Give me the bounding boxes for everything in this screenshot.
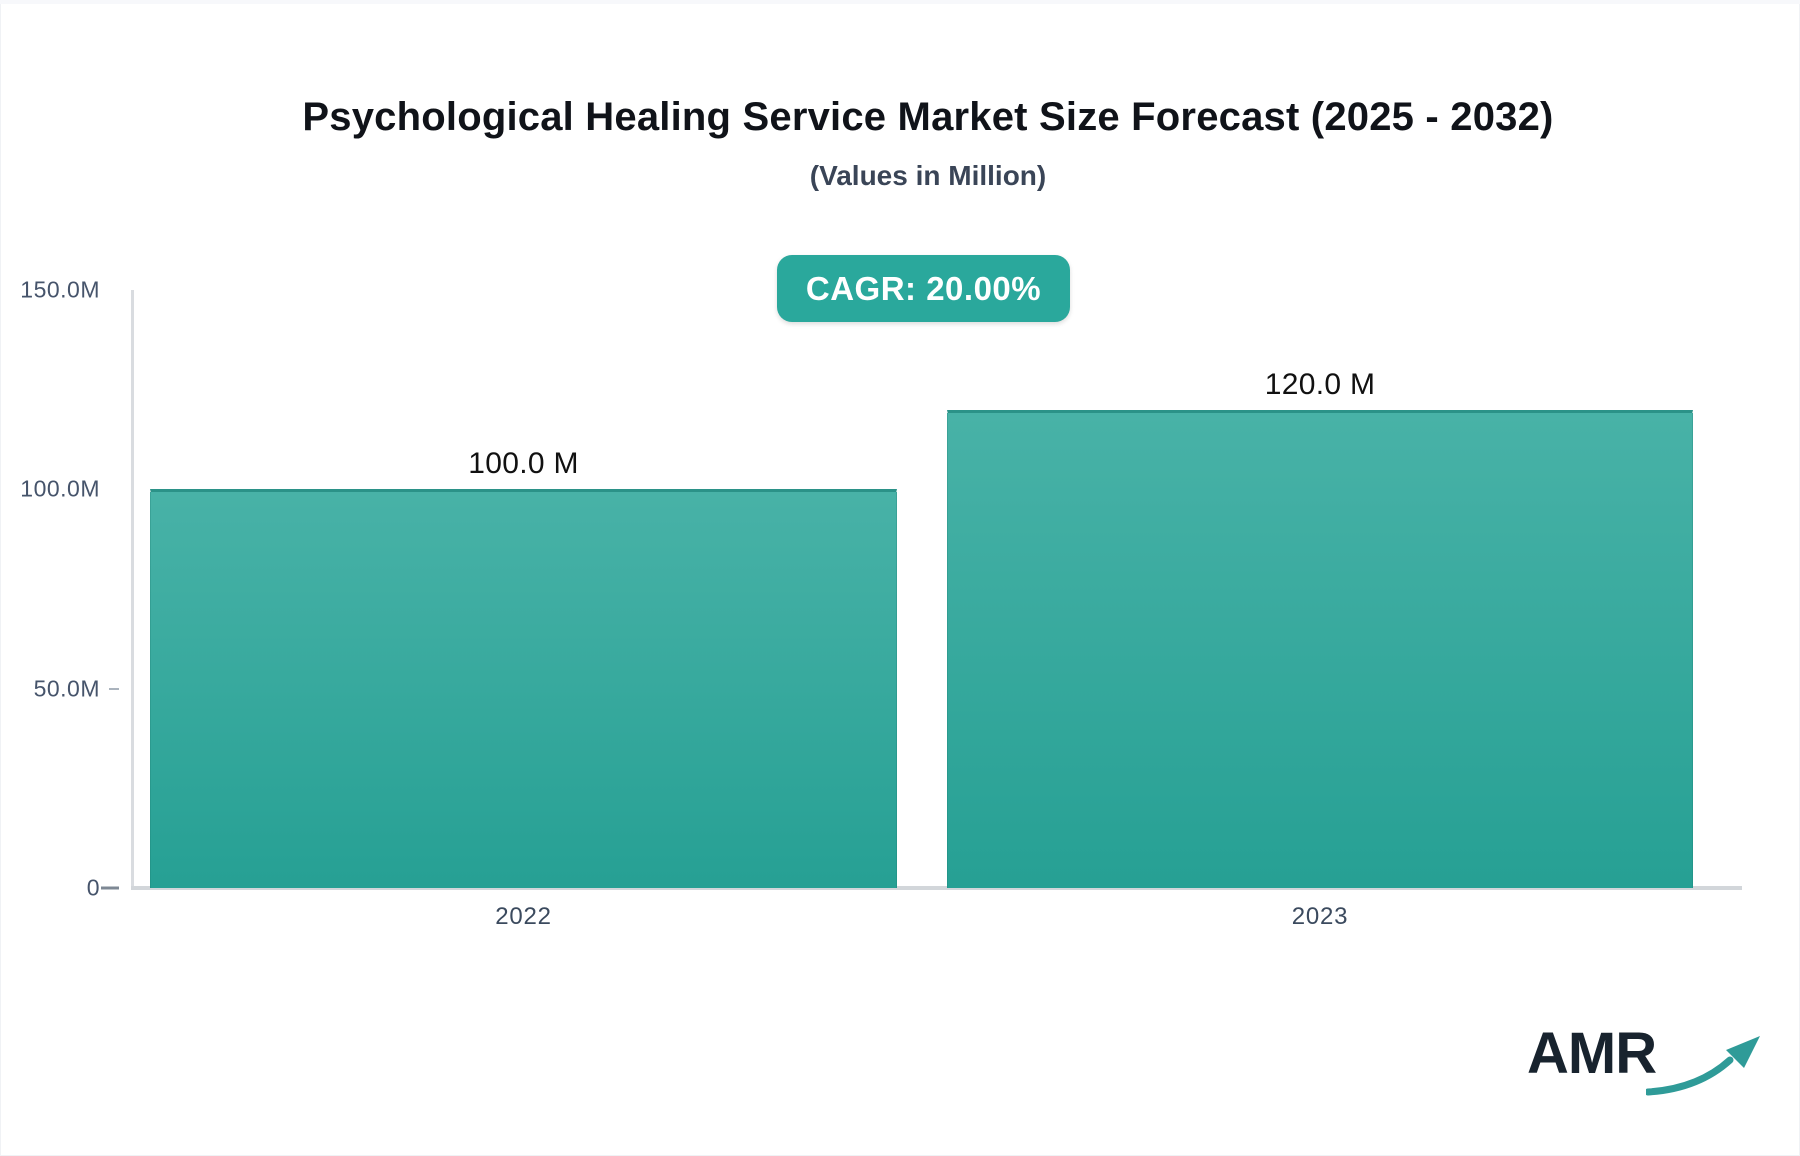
chart-subtitle: (Values in Million) — [809, 160, 1047, 191]
x-axis-baseline — [131, 886, 1742, 890]
y-tick-label: 100.0M — [20, 475, 100, 502]
y-tick-dash — [109, 687, 119, 690]
amr-logo-text: AMR — [1527, 1021, 1657, 1086]
bar-2022 — [150, 489, 897, 888]
x-category-label: 2022 — [495, 903, 552, 930]
chart-header: Psychological Healing Service Market Siz… — [56, 95, 1800, 192]
top-edge-strip — [0, 0, 1800, 4]
y-tick-label: 50.0M — [33, 675, 100, 702]
cagr-badge: CAGR: 20.00% — [777, 255, 1070, 322]
growth-arrow-icon — [1646, 1036, 1761, 1096]
y-axis-line — [131, 290, 134, 890]
y-tick-dash — [101, 886, 119, 890]
x-category-label: 2023 — [1291, 903, 1349, 930]
bar-value-label: 100.0 M — [468, 447, 579, 480]
y-tick-label: 150.0M — [20, 276, 100, 303]
amr-logo: AMR — [1527, 1022, 1766, 1096]
bar-value-label: 120.0 M — [1264, 368, 1376, 401]
cagr-badge-label: CAGR: 20.00% — [805, 269, 1042, 307]
y-tick-label: 0 — [86, 874, 100, 901]
bar-2023 — [947, 410, 1693, 888]
chart-title: Psychological Healing Service Market Siz… — [302, 95, 1554, 139]
